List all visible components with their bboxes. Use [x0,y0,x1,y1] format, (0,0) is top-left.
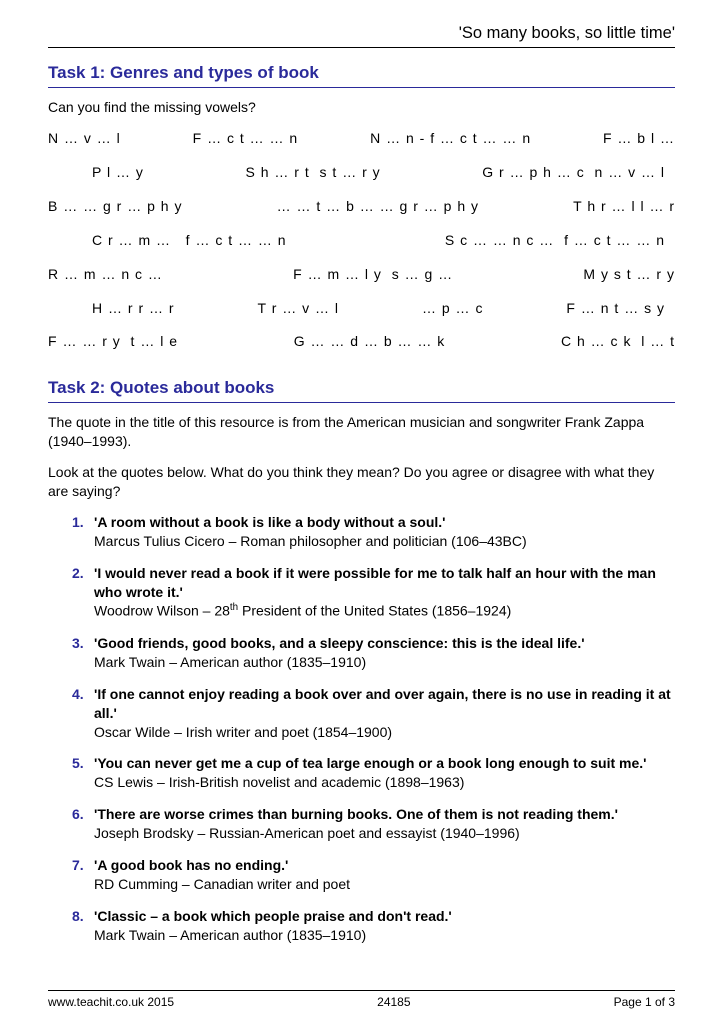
vowel-item: S c … … n c … f … c t … … n [445,231,665,250]
footer-right: Page 1 of 3 [614,994,675,1010]
quote-text: 'You can never get me a cup of tea large… [94,754,675,773]
quote-attribution: Woodrow Wilson – 28th President of the U… [94,601,675,621]
quote-attribution: Marcus Tulius Cicero – Roman philosopher… [94,532,675,551]
vowel-item: T r … v … l [258,299,340,318]
quote-item: 'You can never get me a cup of tea large… [72,754,675,792]
quote-attribution: RD Cumming – Canadian writer and poet [94,875,675,894]
vowel-item: … p … c [422,299,483,318]
vowel-item: B … … g r … p h y [48,197,182,216]
quote-attribution: CS Lewis – Irish-British novelist and ac… [94,773,675,792]
vowel-item: F … c t … … n [193,129,299,148]
quote-text: 'There are worse crimes than burning boo… [94,805,675,824]
vowel-row: C r … m … f … c t … … n S c … … n c … f …… [48,231,675,250]
page-footer: www.teachit.co.uk 2015 24185 Page 1 of 3 [48,990,675,1010]
vowel-item: N … n - f … c t … … n [370,129,531,148]
quote-item: 'A room without a book is like a body wi… [72,513,675,551]
quote-item: 'If one cannot enjoy reading a book over… [72,685,675,742]
vowel-row: H … r r … r T r … v … l … p … c F … n t … s… [48,299,675,318]
vowel-item: C h … c k l … t [561,332,675,351]
vowel-item: F … b l … [603,129,675,148]
vowel-item: C r … m … f … c t … … n [92,231,287,250]
vowel-item: F … m … l y s … g … [293,265,453,284]
quote-item: 'Good friends, good books, and a sleepy … [72,634,675,672]
quote-item: 'I would never read a book if it were po… [72,564,675,621]
vowel-row: R … m … n c … F … m … l y s … g … M y s t … [48,265,675,284]
vowel-item: M y s t … r y [583,265,675,284]
quote-item: 'Classic – a book which people praise an… [72,907,675,945]
quote-attribution: Mark Twain – American author (1835–1910) [94,926,675,945]
quote-text: 'A good book has no ending.' [94,856,675,875]
vowel-item: F … … r y t … l e [48,332,178,351]
vowel-item: N … v … l [48,129,121,148]
vowel-item: G … … d … b … … k [294,332,446,351]
footer-center: 24185 [377,994,410,1010]
quote-attribution: Joseph Brodsky – Russian-American poet a… [94,824,675,843]
task1-heading: Task 1: Genres and types of book [48,62,675,88]
quote-item: 'A good book has no ending.'RD Cumming –… [72,856,675,894]
vowel-row: B … … g r … p h y … … t … b … … g r … p h… [48,197,675,216]
vowel-item: P l … y [92,163,144,182]
quote-text: 'Classic – a book which people praise an… [94,907,675,926]
quote-text: 'I would never read a book if it were po… [94,564,675,602]
vowel-item: R … m … n c … [48,265,163,284]
vowel-item: S h … r t s t … r y [246,163,381,182]
quote-item: 'There are worse crimes than burning boo… [72,805,675,843]
task2-heading: Task 2: Quotes about books [48,377,675,403]
quote-attribution: Oscar Wilde – Irish writer and poet (185… [94,723,675,742]
quote-text: 'Good friends, good books, and a sleepy … [94,634,675,653]
task2-para2: Look at the quotes below. What do you th… [48,463,675,501]
task1-intro: Can you find the missing vowels? [48,98,675,117]
vowel-row: P l … y S h … r t s t … r y G r … p h … c … [48,163,675,182]
vowel-item: F … n t … s y [566,299,665,318]
vowel-row: N … v … l F … c t … … n N … n - f … c t … … [48,129,675,148]
page-header: 'So many books, so little time' [48,22,675,48]
footer-left: www.teachit.co.uk 2015 [48,994,174,1010]
task2-para1: The quote in the title of this resource … [48,413,675,451]
quote-text: 'A room without a book is like a body wi… [94,513,675,532]
quote-text: 'If one cannot enjoy reading a book over… [94,685,675,723]
vowel-item: H … r r … r [92,299,175,318]
quote-attribution: Mark Twain – American author (1835–1910) [94,653,675,672]
header-title: 'So many books, so little time' [459,24,675,42]
quotes-list: 'A room without a book is like a body wi… [48,513,675,945]
vowel-item: T h r … l l … r [573,197,675,216]
vowel-item: G r … p h … c n … v … l [482,163,665,182]
vowel-item: … … t … b … … g r … p h y [277,197,479,216]
vowel-puzzle: N … v … l F … c t … … n N … n - f … c t … … [48,129,675,351]
vowel-row: F … … r y t … l e G … … d … b … … k C h … … [48,332,675,351]
